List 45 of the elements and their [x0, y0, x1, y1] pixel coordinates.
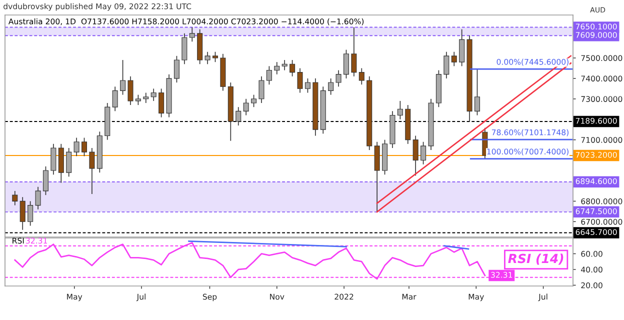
candlestick [297, 68, 303, 94]
candlestick [42, 166, 48, 196]
candlestick [474, 68, 480, 116]
candlestick [89, 148, 95, 194]
candlestick [204, 51, 210, 65]
candlestick [212, 51, 218, 62]
candlestick [35, 186, 41, 210]
candlestick [143, 92, 149, 104]
candlestick [189, 26, 195, 42]
candlestick [351, 26, 357, 77]
candlestick [182, 32, 188, 65]
candlestick [174, 56, 180, 83]
candlestick [290, 60, 296, 77]
candlestick [28, 200, 34, 226]
annotation: RSI (14) [508, 254, 564, 265]
candlestick [328, 78, 334, 96]
candlestick [236, 106, 242, 126]
candlestick [243, 98, 249, 116]
candlestick [266, 66, 272, 85]
candlestick [274, 62, 280, 75]
candlestick [397, 100, 403, 120]
candlestick [412, 135, 418, 176]
candlestick [258, 76, 264, 104]
candlestick [451, 51, 457, 67]
candlestick [82, 137, 88, 157]
candlestick [20, 196, 26, 230]
candlestick [459, 28, 465, 67]
candlestick [66, 148, 72, 178]
candlestick [120, 60, 126, 96]
candlestick [128, 76, 134, 106]
candlestick [251, 94, 257, 108]
candlestick [50, 143, 56, 176]
candlestick [358, 68, 364, 85]
candlestick [304, 78, 310, 94]
candlestick [112, 86, 118, 112]
candlestick [12, 190, 18, 206]
candlestick [158, 88, 164, 118]
candlestick [74, 137, 80, 157]
candlestick [336, 70, 342, 88]
candlestick [135, 94, 141, 106]
candlestick [343, 49, 349, 79]
candlestick [150, 88, 156, 102]
candlestick [282, 60, 288, 71]
candlestick [444, 51, 450, 79]
candlestick [420, 141, 426, 165]
